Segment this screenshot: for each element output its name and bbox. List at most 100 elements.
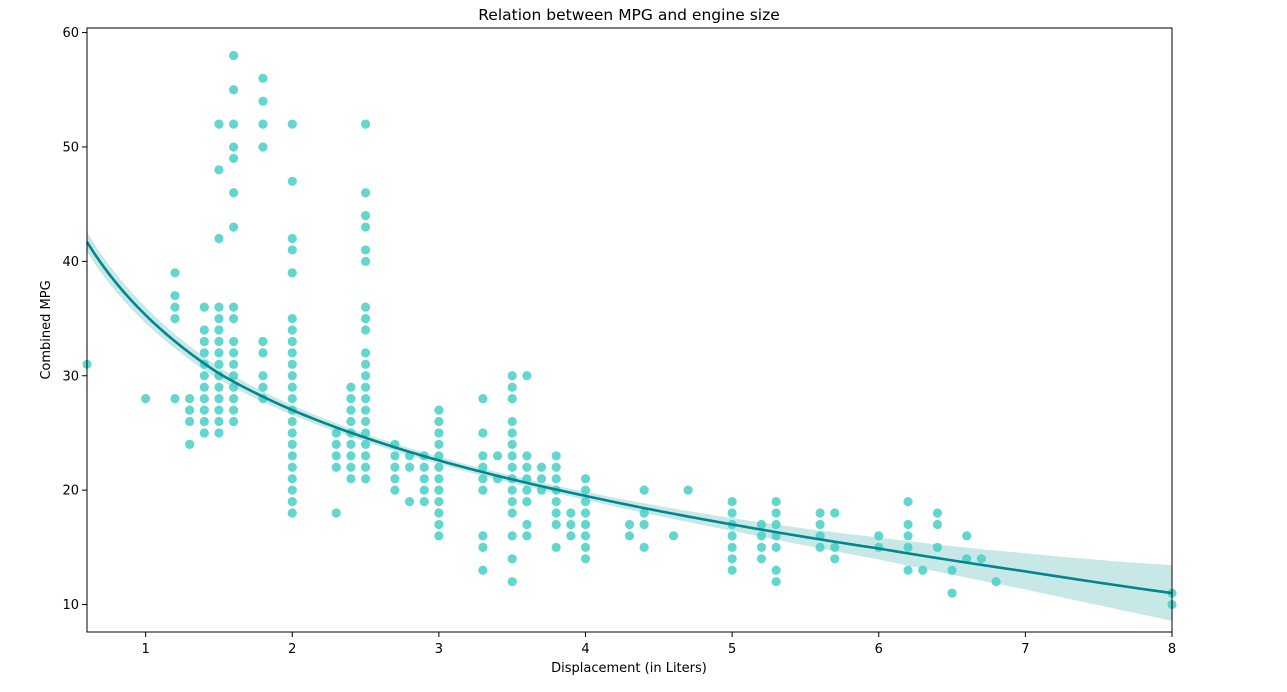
data-point [287,416,297,427]
data-point [360,405,371,415]
data-point [360,359,371,369]
data-point [229,382,239,392]
data-point [639,519,649,530]
data-point [346,439,356,449]
data-point [287,268,297,278]
data-point [668,531,679,541]
data-point [771,508,781,518]
data-point [566,508,576,518]
data-point [258,371,268,381]
data-point [199,405,209,415]
data-point [199,302,209,312]
data-point [903,496,913,507]
data-point [536,474,547,484]
data-point [214,405,224,415]
data-point [551,519,561,530]
data-point [360,428,371,438]
data-point [258,142,268,152]
x-tick-label: 2 [288,642,296,657]
data-point [287,496,297,507]
data-point [258,336,268,347]
data-point [258,119,268,129]
data-point [287,313,297,324]
data-point [346,382,356,392]
data-point [624,519,635,530]
data-point [346,451,356,461]
data-point [229,371,239,381]
data-point [419,496,429,507]
y-tick-label: 20 [62,484,79,499]
data-point [434,428,444,438]
regression-fit [85,241,1173,595]
data-point [507,382,517,392]
data-point [962,531,972,541]
y-tick-label: 10 [62,598,79,613]
y-tick-label: 30 [62,369,79,384]
data-point [331,462,341,472]
data-point [229,222,239,232]
data-point [141,394,151,404]
data-point [390,451,400,461]
data-point [360,451,371,461]
x-tick-label: 4 [581,642,589,657]
plot-frame [86,27,1173,633]
data-point [214,165,224,175]
data-point [360,188,371,198]
data-point [287,439,297,449]
data-point [507,577,517,587]
data-point [360,222,371,232]
data-point [639,542,649,552]
data-point [771,496,781,507]
data-point [229,405,239,415]
data-point [214,233,224,244]
data-point [185,416,195,427]
data-point [492,451,503,461]
data-point [287,382,297,392]
data-point [932,508,943,518]
data-point [522,496,532,507]
data-point [434,474,444,484]
data-point [360,313,371,324]
data-point [522,451,532,461]
data-point [507,428,517,438]
data-point [771,565,781,575]
data-point [287,336,297,347]
data-point [507,439,517,449]
data-point [170,313,180,324]
data-point [346,394,356,404]
data-point [360,245,371,255]
data-point [170,268,180,278]
data-point [214,416,224,427]
data-point [229,348,239,358]
confidence-band-area [87,231,1172,622]
data-point [815,542,825,552]
data-point [522,485,532,495]
data-point [903,531,913,541]
data-point [170,302,180,312]
x-tick-label: 8 [1168,642,1176,657]
data-point [551,542,561,552]
data-point [258,348,268,358]
data-point [507,451,517,461]
data-point [434,496,444,507]
data-point [478,542,488,552]
data-point [185,439,195,449]
y-tick-label: 60 [62,26,79,41]
data-point [507,462,517,472]
data-point [756,531,767,541]
data-point [507,394,517,404]
data-point [932,519,943,530]
data-point [287,348,297,358]
data-point [229,85,239,95]
data-point [419,485,429,495]
data-point [522,371,532,381]
data-point [756,554,767,564]
y-tick-label: 50 [62,140,79,155]
data-point [507,371,517,381]
data-point [229,188,239,198]
data-point [932,542,943,552]
data-point [287,485,297,495]
data-point [580,474,591,484]
data-point [214,348,224,358]
